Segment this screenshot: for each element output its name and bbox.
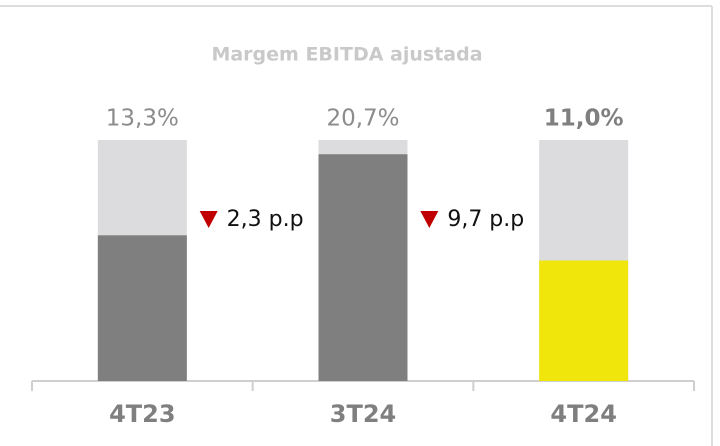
annotation: 2,3 p.p xyxy=(227,207,304,232)
bar xyxy=(97,235,187,381)
value-label: 11,0% xyxy=(544,106,624,132)
value-label: 20,7% xyxy=(326,106,399,132)
bar xyxy=(539,260,629,381)
x-tick-label: 3T24 xyxy=(330,400,396,428)
down-triangle xyxy=(420,211,439,228)
value-label: 13,3% xyxy=(106,106,179,132)
annotation: 9,7 p.p xyxy=(447,207,524,232)
x-tick-label: 4T24 xyxy=(550,400,616,428)
x-tick-label: 4T23 xyxy=(109,400,175,428)
bar xyxy=(318,154,408,381)
down-triangle xyxy=(199,211,218,228)
chart-title: Margem EBITDA ajustada xyxy=(211,44,482,66)
